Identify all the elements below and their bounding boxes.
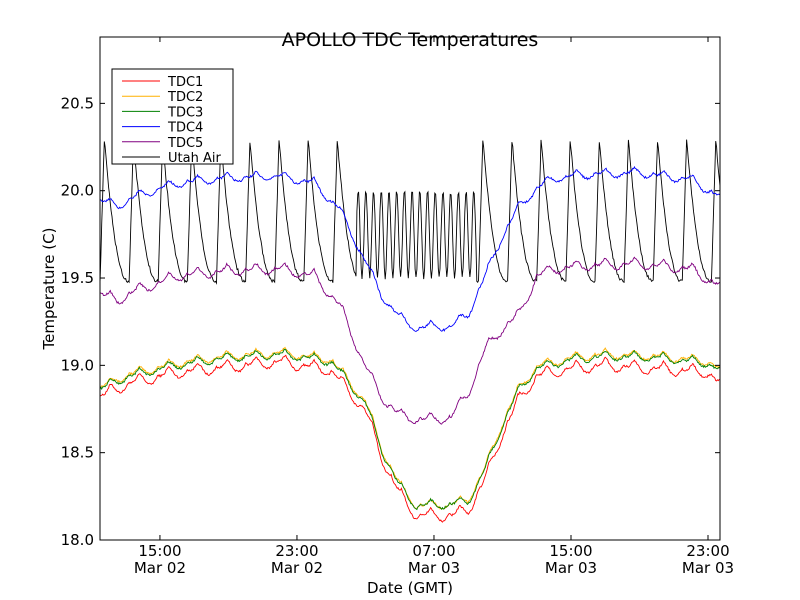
x-tick-date-label: Mar 03 <box>545 559 597 577</box>
x-tick-time-label: 23:00 <box>686 542 729 560</box>
series-line-tdc1 <box>100 354 720 523</box>
series-line-tdc3 <box>100 348 720 511</box>
x-axis-label: Date (GMT) <box>367 579 453 597</box>
plot-frame <box>99 36 721 541</box>
x-tick-time-label: 07:00 <box>412 542 455 560</box>
y-axis-label: Temperature (C) <box>40 228 58 351</box>
y-tick-label: 20.0 <box>61 182 94 200</box>
legend-label: TDC3 <box>167 105 203 120</box>
series-line-tdc5 <box>100 256 720 425</box>
x-tick-time-label: 15:00 <box>549 542 592 560</box>
series-layer <box>100 139 720 523</box>
legend-label: Utah Air <box>168 151 221 166</box>
legend-box <box>111 68 234 165</box>
legend-label: TDC2 <box>167 90 203 105</box>
x-tick-date-label: Mar 02 <box>134 559 186 577</box>
y-tick-label: 19.0 <box>61 356 94 374</box>
x-tick-date-label: Mar 02 <box>271 559 323 577</box>
legend-label: TDC1 <box>167 75 203 90</box>
y-tick-label: 18.0 <box>61 531 94 549</box>
series-line-tdc4 <box>100 165 720 333</box>
series-line-utah-air <box>100 139 720 285</box>
x-tick-date-label: Mar 03 <box>682 559 734 577</box>
x-tick-time-label: 23:00 <box>275 542 318 560</box>
y-tick-label: 19.5 <box>61 269 94 287</box>
legend-label: TDC4 <box>167 121 203 136</box>
legend-label: TDC5 <box>167 136 203 151</box>
y-tick-label: 18.5 <box>61 444 94 462</box>
chart-title: APOLLO TDC Temperatures <box>282 29 539 51</box>
series-line-tdc2 <box>100 346 720 510</box>
y-tick-label: 20.5 <box>61 94 94 112</box>
x-tick-date-label: Mar 03 <box>408 559 460 577</box>
series-group <box>100 139 720 523</box>
x-tick-time-label: 15:00 <box>138 542 181 560</box>
